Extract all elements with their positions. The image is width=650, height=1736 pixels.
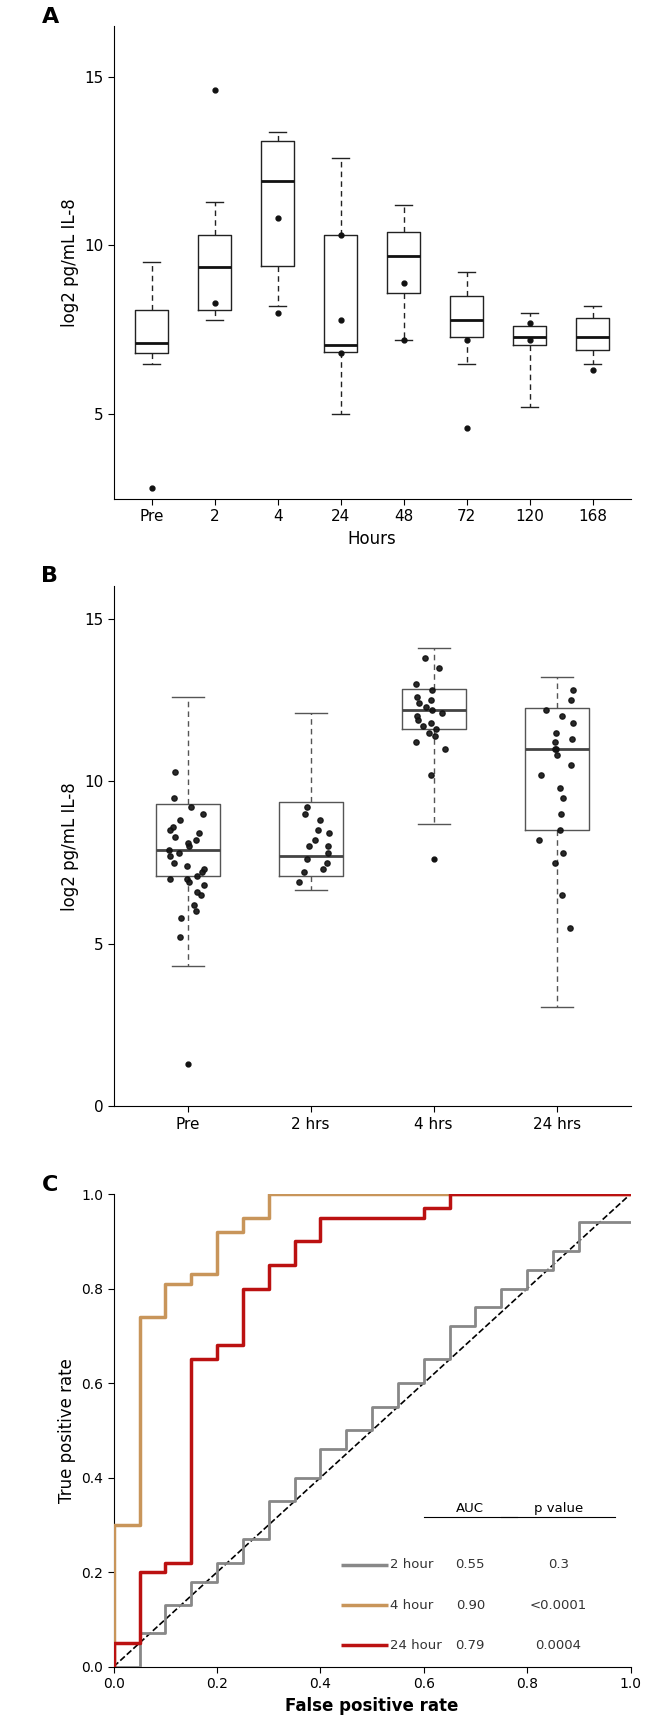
Text: A: A — [42, 7, 58, 28]
X-axis label: Hours: Hours — [348, 529, 396, 547]
Text: B: B — [42, 566, 58, 585]
Y-axis label: log2 pg/mL IL-8: log2 pg/mL IL-8 — [60, 781, 79, 911]
Text: 24 hour: 24 hour — [390, 1639, 442, 1651]
Text: 0.0004: 0.0004 — [535, 1639, 581, 1651]
Text: C: C — [42, 1175, 58, 1194]
Text: 0.3: 0.3 — [548, 1559, 569, 1571]
Text: 0.90: 0.90 — [456, 1599, 485, 1611]
Y-axis label: log2 pg/mL IL-8: log2 pg/mL IL-8 — [60, 198, 79, 326]
Text: 2 hour: 2 hour — [390, 1559, 434, 1571]
Text: 0.55: 0.55 — [456, 1559, 485, 1571]
Text: 0.79: 0.79 — [456, 1639, 485, 1651]
Text: p value: p value — [534, 1502, 583, 1516]
Y-axis label: True positive rate: True positive rate — [58, 1358, 76, 1503]
Text: 4 hour: 4 hour — [390, 1599, 434, 1611]
Text: <0.0001: <0.0001 — [530, 1599, 587, 1611]
X-axis label: False positive rate: False positive rate — [285, 1696, 459, 1715]
Text: AUC: AUC — [456, 1502, 484, 1516]
